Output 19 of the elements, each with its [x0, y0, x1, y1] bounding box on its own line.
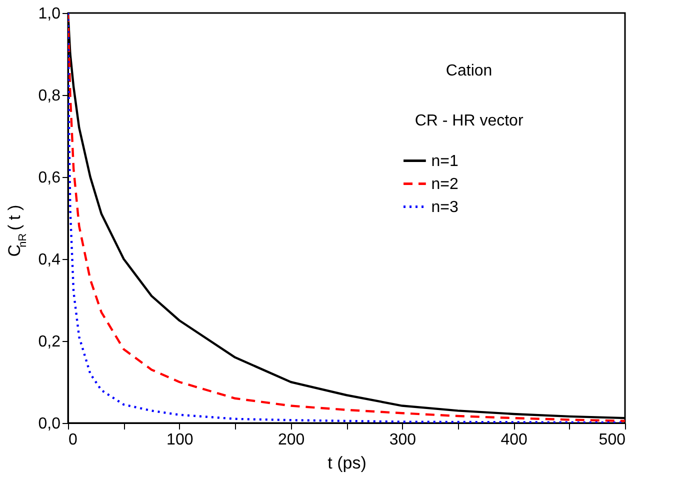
x-tick-label: 0: [68, 432, 78, 448]
y-axis-title: CnR ( t ): [5, 204, 29, 257]
x-axis-title: t (ps): [328, 454, 366, 472]
y-tick-label: 0,4: [38, 252, 61, 268]
y-tick-label: 1,0: [38, 6, 61, 22]
annotation: CR - HR vector: [414, 112, 524, 130]
x-tick-label: 100: [166, 432, 194, 448]
legend-label: n=2: [431, 176, 458, 193]
y-tick-label: 0,6: [38, 170, 61, 186]
y-tick-label: 0,2: [38, 334, 61, 350]
x-tick-label: 400: [500, 432, 528, 448]
x-tick-label: 200: [278, 432, 305, 448]
y-tick-label: 0,8: [38, 88, 61, 104]
x-tick-label: 300: [389, 432, 416, 448]
annotation: Cation: [446, 62, 492, 80]
y-tick-label: 0,0: [38, 416, 61, 432]
legend-label: n=3: [431, 198, 458, 216]
x-tick-label: 500: [598, 432, 626, 448]
legend-label: n=1: [431, 152, 458, 170]
